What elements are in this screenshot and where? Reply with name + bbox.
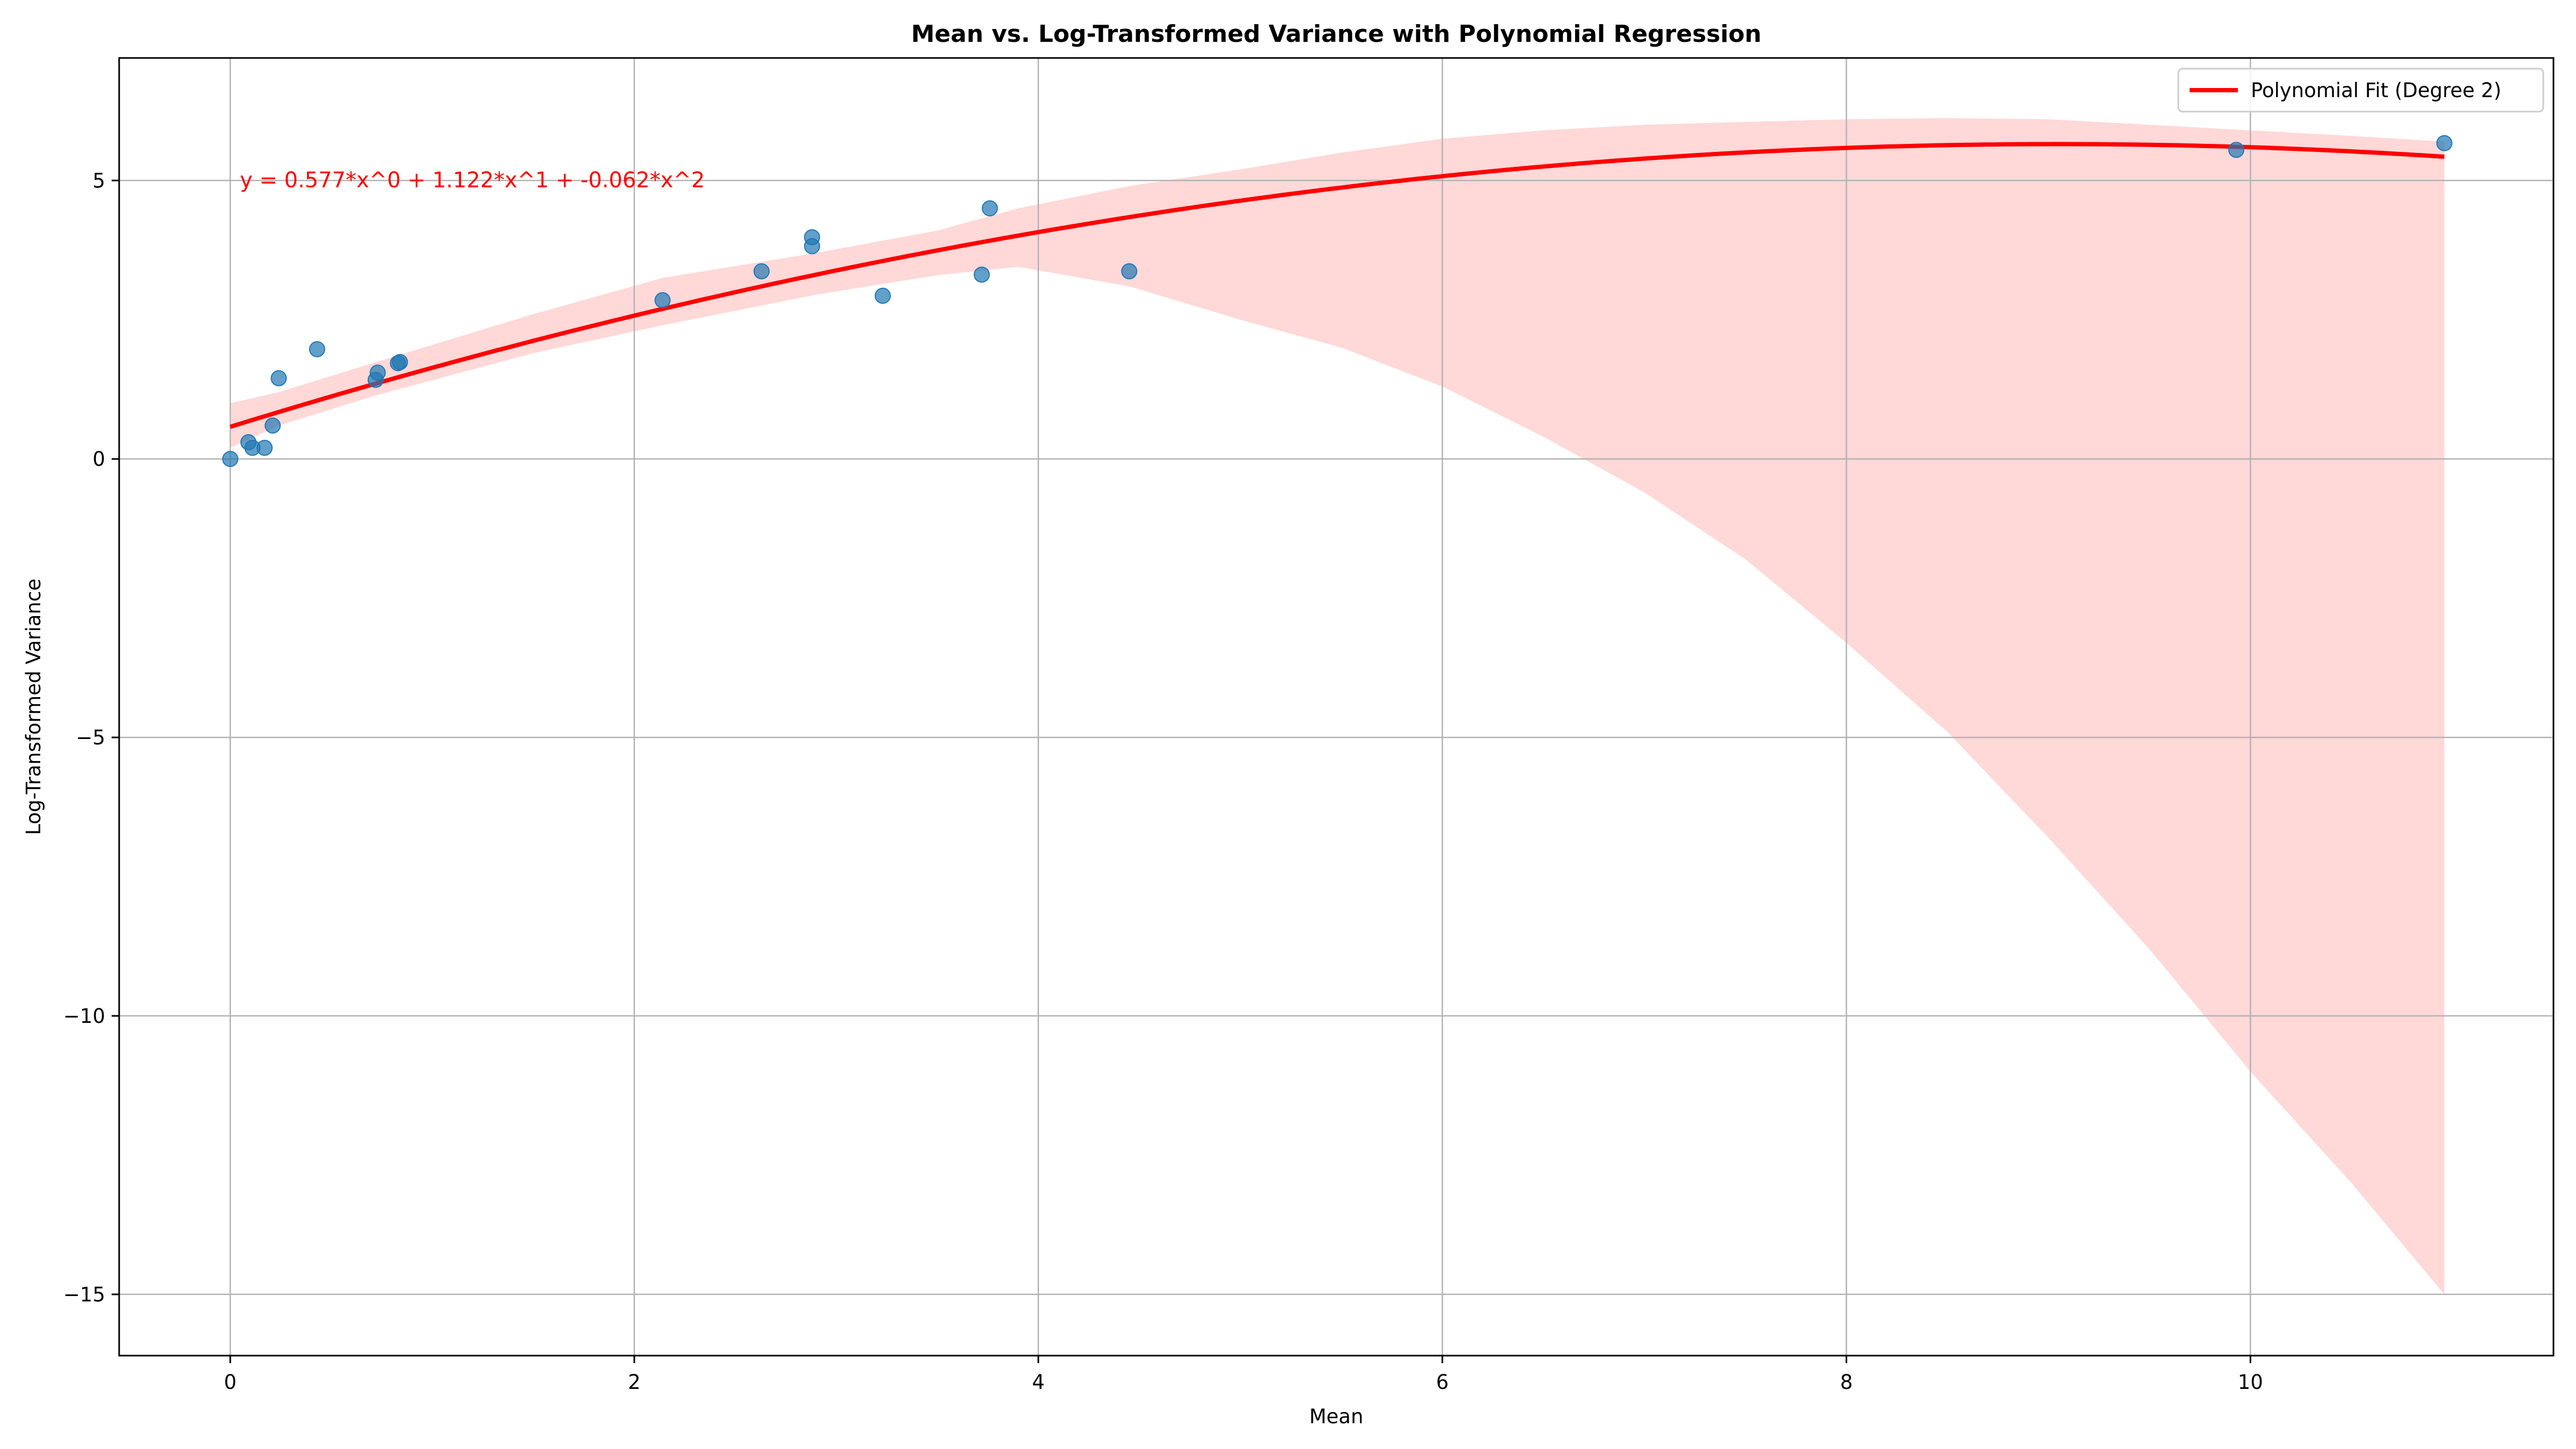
data-point-19 bbox=[2228, 142, 2245, 158]
y-tick-label-3: −10 bbox=[63, 1005, 105, 1028]
x-tick-label-3: 6 bbox=[1436, 1371, 1449, 1394]
data-point-8 bbox=[369, 364, 386, 381]
y-tick-label-2: −5 bbox=[76, 726, 105, 749]
legend-fit-label: Polynomial Fit (Degree 2) bbox=[2251, 79, 2501, 102]
data-point-18 bbox=[1121, 263, 1138, 280]
data-point-20 bbox=[2436, 135, 2453, 151]
points-layer bbox=[222, 135, 2453, 467]
data-point-12 bbox=[753, 263, 770, 280]
x-tick-label-0: 0 bbox=[224, 1371, 237, 1394]
data-point-10 bbox=[392, 354, 408, 370]
y-tick-label-0: 5 bbox=[92, 169, 105, 192]
data-point-11 bbox=[654, 292, 671, 309]
data-point-16 bbox=[974, 266, 990, 283]
data-point-4 bbox=[265, 417, 281, 434]
x-tick-label-1: 2 bbox=[628, 1371, 641, 1394]
axes-layer: 0 2 4 6 8 10 5 0 −5 −10 −15 bbox=[63, 57, 2555, 1394]
confidence-band bbox=[230, 118, 2445, 1294]
confidence-band-layer bbox=[230, 118, 2445, 1294]
text-layer: Mean vs. Log-Transformed Variance with P… bbox=[22, 20, 1761, 1428]
data-point-5 bbox=[270, 370, 287, 386]
y-tick-label-4: −15 bbox=[63, 1283, 105, 1306]
x-axis-label: Mean bbox=[1309, 1405, 1364, 1428]
legend: Polynomial Fit (Degree 2) bbox=[2177, 68, 2544, 113]
x-tick-label-5: 10 bbox=[2238, 1371, 2263, 1394]
data-point-15 bbox=[874, 288, 891, 304]
fit-equation-annotation: y = 0.577*x^0 + 1.122*x^1 + -0.062*x^2 bbox=[240, 168, 705, 193]
x-tick-label-2: 4 bbox=[1032, 1371, 1045, 1394]
data-point-17 bbox=[982, 200, 998, 217]
plot-frame bbox=[118, 57, 2555, 1357]
x-tick-label-4: 8 bbox=[1840, 1371, 1853, 1394]
y-tick-label-1: 0 bbox=[92, 448, 105, 471]
data-point-6 bbox=[309, 341, 325, 357]
grid-layer bbox=[119, 58, 2553, 1356]
chart-title: Mean vs. Log-Transformed Variance with P… bbox=[911, 20, 1761, 48]
fit-line bbox=[229, 142, 2445, 429]
y-axis-label: Log-Transformed Variance bbox=[22, 579, 45, 835]
legend-box bbox=[2177, 68, 2544, 113]
data-point-0 bbox=[222, 451, 239, 467]
fit-layer bbox=[229, 142, 2445, 429]
data-point-14 bbox=[804, 229, 821, 246]
data-point-3 bbox=[257, 440, 273, 456]
